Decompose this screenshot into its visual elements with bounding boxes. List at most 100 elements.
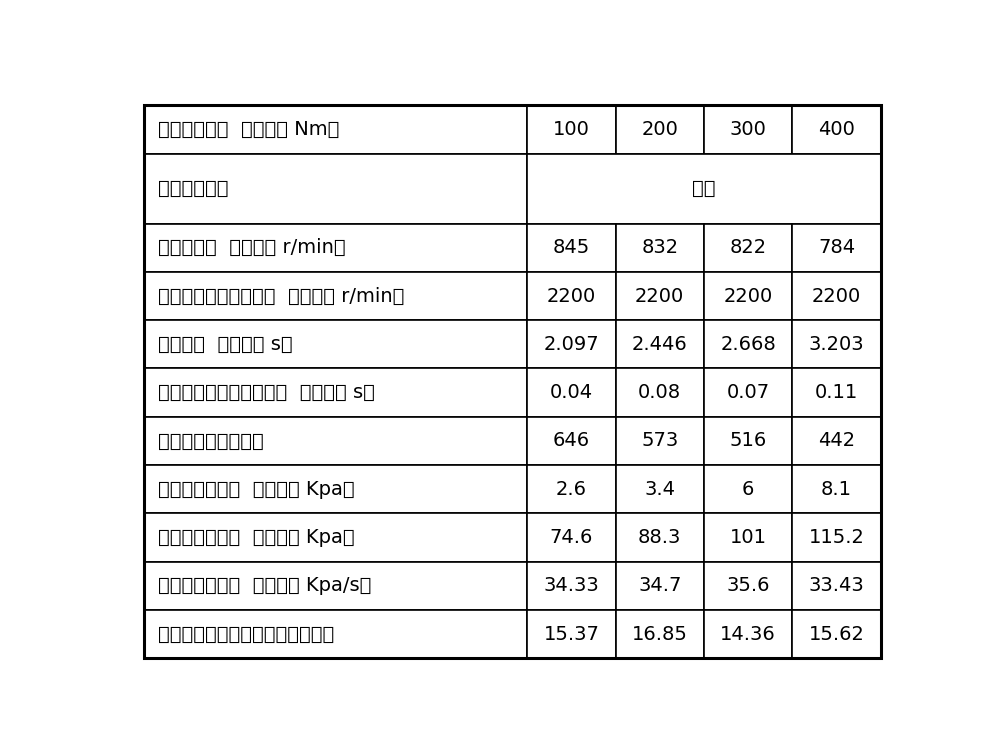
- Text: 2200: 2200: [723, 287, 773, 305]
- Text: 加载前增压压力  （单位： Kpa）: 加载前增压压力 （单位： Kpa）: [158, 480, 355, 499]
- Text: 784: 784: [818, 238, 855, 257]
- Bar: [144, 368, 527, 417]
- Bar: [792, 513, 881, 562]
- Bar: [616, 272, 704, 321]
- Text: 100: 100: [553, 120, 590, 139]
- Bar: [527, 153, 881, 224]
- Bar: [144, 610, 527, 658]
- Bar: [792, 368, 881, 417]
- Bar: [704, 368, 792, 417]
- Text: 88.3: 88.3: [638, 528, 681, 547]
- Bar: [792, 321, 881, 368]
- Bar: [704, 562, 792, 610]
- Text: 34.7: 34.7: [638, 576, 681, 595]
- Bar: [704, 417, 792, 465]
- Bar: [616, 321, 704, 368]
- Text: 提速时间  （单位： s）: 提速时间 （单位： s）: [158, 335, 293, 354]
- Text: 怨速: 怨速: [692, 179, 716, 198]
- Bar: [527, 321, 616, 368]
- Text: 0.11: 0.11: [815, 383, 858, 402]
- Bar: [144, 513, 527, 562]
- Bar: [792, 562, 881, 610]
- Text: 目标转速（额定转速）  （单位： r/min）: 目标转速（额定转速） （单位： r/min）: [158, 287, 405, 305]
- Text: 35.6: 35.6: [726, 576, 770, 595]
- Text: 33.43: 33.43: [809, 576, 864, 595]
- Text: 3.203: 3.203: [809, 335, 864, 354]
- Text: 74.6: 74.6: [550, 528, 593, 547]
- Text: 2.446: 2.446: [632, 335, 688, 354]
- Bar: [527, 610, 616, 658]
- Text: 646: 646: [553, 432, 590, 451]
- Text: 2200: 2200: [635, 287, 684, 305]
- Bar: [527, 562, 616, 610]
- Text: 转速变化率（每秒）: 转速变化率（每秒）: [158, 432, 264, 451]
- Bar: [616, 562, 704, 610]
- Text: 15.62: 15.62: [809, 624, 864, 643]
- Text: 832: 832: [641, 238, 678, 257]
- Bar: [616, 610, 704, 658]
- Text: 加载后增压压力  （单位： Kpa）: 加载后增压压力 （单位： Kpa）: [158, 528, 355, 547]
- Text: 6: 6: [742, 480, 754, 499]
- Bar: [144, 321, 527, 368]
- Text: 14.36: 14.36: [720, 624, 776, 643]
- Text: 573: 573: [641, 432, 678, 451]
- Text: 2.097: 2.097: [544, 335, 599, 354]
- Bar: [144, 417, 527, 465]
- Bar: [704, 272, 792, 321]
- Bar: [616, 417, 704, 465]
- Bar: [616, 368, 704, 417]
- Bar: [616, 513, 704, 562]
- Bar: [527, 417, 616, 465]
- Bar: [527, 272, 616, 321]
- Text: 2200: 2200: [547, 287, 596, 305]
- Bar: [792, 272, 881, 321]
- Bar: [704, 105, 792, 153]
- Text: 0.04: 0.04: [550, 383, 593, 402]
- Text: 加速过程最大不透光烟度（每米）: 加速过程最大不透光烟度（每米）: [158, 624, 335, 643]
- Bar: [792, 417, 881, 465]
- Text: 油门初始位置: 油门初始位置: [158, 179, 229, 198]
- Text: 400: 400: [818, 120, 855, 139]
- Text: 油门动作至扔矩反应时间  （单位： s）: 油门动作至扔矩反应时间 （单位： s）: [158, 383, 375, 402]
- Bar: [616, 105, 704, 153]
- Bar: [144, 224, 527, 272]
- Bar: [704, 610, 792, 658]
- Text: 2200: 2200: [812, 287, 861, 305]
- Bar: [792, 465, 881, 513]
- Text: 516: 516: [729, 432, 767, 451]
- Bar: [144, 153, 527, 224]
- Text: 101: 101: [730, 528, 767, 547]
- Text: 822: 822: [730, 238, 767, 257]
- Bar: [527, 513, 616, 562]
- Text: 34.33: 34.33: [544, 576, 599, 595]
- Text: 845: 845: [553, 238, 590, 257]
- Text: 增压压力变化率  （单位： Kpa/s）: 增压压力变化率 （单位： Kpa/s）: [158, 576, 372, 595]
- Bar: [704, 513, 792, 562]
- Bar: [792, 610, 881, 658]
- Bar: [616, 224, 704, 272]
- Bar: [527, 465, 616, 513]
- Text: 加载所带负荷  （单位： Nm）: 加载所带负荷 （单位： Nm）: [158, 120, 340, 139]
- Bar: [792, 224, 881, 272]
- Bar: [616, 465, 704, 513]
- Text: 3.4: 3.4: [644, 480, 675, 499]
- Text: 300: 300: [730, 120, 767, 139]
- Bar: [527, 368, 616, 417]
- Bar: [704, 224, 792, 272]
- Text: 16.85: 16.85: [632, 624, 688, 643]
- Bar: [792, 105, 881, 153]
- Bar: [144, 465, 527, 513]
- Bar: [704, 321, 792, 368]
- Text: 0.08: 0.08: [638, 383, 681, 402]
- Bar: [144, 272, 527, 321]
- Text: 2.668: 2.668: [720, 335, 776, 354]
- Text: 0.07: 0.07: [727, 383, 770, 402]
- Text: 442: 442: [818, 432, 855, 451]
- Text: 加载前转速  （单位： r/min）: 加载前转速 （单位： r/min）: [158, 238, 346, 257]
- Bar: [144, 562, 527, 610]
- Bar: [527, 105, 616, 153]
- Text: 200: 200: [641, 120, 678, 139]
- Text: 8.1: 8.1: [821, 480, 852, 499]
- Text: 115.2: 115.2: [809, 528, 864, 547]
- Text: 2.6: 2.6: [556, 480, 587, 499]
